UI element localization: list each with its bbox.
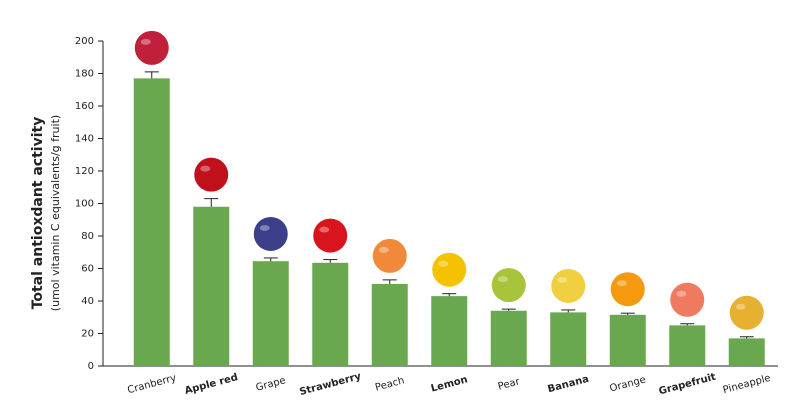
y-tick-label: 40 (81, 296, 94, 307)
fruit-icon (432, 252, 467, 287)
x-tick-label: Grape (255, 375, 287, 394)
fruit-icon (372, 238, 407, 273)
x-tick-label: Strawberry (298, 371, 362, 398)
fruit-highlight (497, 276, 508, 283)
bar (252, 261, 289, 366)
fruit-highlight (200, 165, 211, 172)
fruit-icon (194, 157, 229, 192)
x-tick-label: Banana (547, 374, 591, 396)
fruit-highlight (259, 224, 270, 231)
bar (312, 262, 349, 366)
y-tick-label: 200 (75, 36, 94, 47)
fruit-highlight (557, 276, 568, 283)
y-axis-title: Total antioxdant activity (30, 117, 46, 310)
bar (669, 325, 706, 366)
bar (193, 206, 230, 366)
fruit-icon (313, 218, 348, 253)
y-tick-label: 100 (75, 199, 94, 210)
x-tick-label: Pear (497, 376, 522, 393)
y-tick-label: 140 (75, 134, 94, 145)
x-tick-label: Orange (609, 374, 648, 394)
bar (550, 312, 587, 366)
y-tick-label: 180 (75, 69, 94, 80)
fruit-icon (670, 282, 705, 317)
y-tick-label: 20 (81, 329, 94, 340)
y-tick-label: 120 (75, 166, 94, 177)
fruit-icon (551, 268, 586, 303)
fruit-highlight (616, 280, 627, 287)
fruit-icon (253, 216, 288, 251)
fruit-icon (610, 272, 645, 307)
fruit-highlight (735, 303, 746, 310)
x-tick-label: Peach (374, 375, 406, 393)
bar (431, 296, 468, 366)
x-tick-label: Cranberry (126, 373, 177, 397)
y-tick-label: 80 (81, 231, 94, 242)
fruit-icon (491, 268, 526, 303)
x-tick-label: Lemon (430, 374, 469, 394)
y-tick-label: 160 (75, 101, 94, 112)
fruit-icon (729, 295, 764, 330)
x-tick-label: Apple red (184, 372, 240, 397)
bar (490, 310, 527, 366)
fruit-highlight (676, 290, 687, 297)
bar (609, 314, 646, 366)
fruit-icon (134, 30, 169, 65)
x-tick-label: Grapefruit (658, 372, 718, 398)
y-tick-label: 0 (88, 361, 94, 372)
fruit-highlight (140, 38, 151, 45)
y-tick-label: 60 (81, 264, 94, 275)
fruit-highlight (438, 260, 449, 267)
x-tick-label: Pineapple (722, 373, 772, 396)
fruit-highlight (378, 246, 389, 253)
bar (133, 78, 170, 366)
fruit-highlight (319, 226, 330, 233)
bar (371, 283, 408, 366)
bar (728, 338, 765, 366)
y-axis-subtitle: (umol vitamin C equivalents/g fruit) (49, 115, 62, 311)
